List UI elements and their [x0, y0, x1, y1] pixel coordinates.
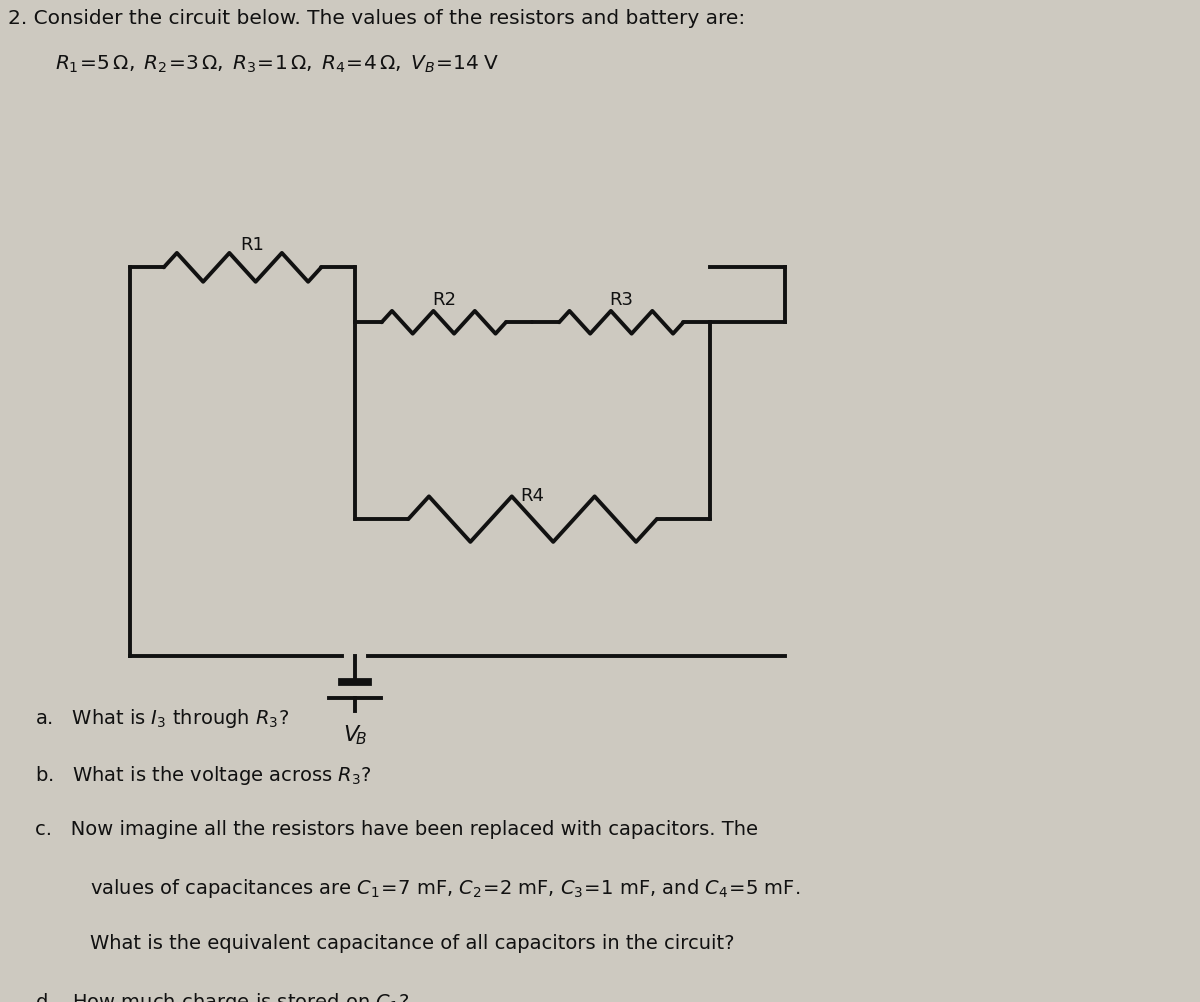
Text: b.   What is the voltage across $R_3$?: b. What is the voltage across $R_3$? [35, 764, 372, 787]
Text: What is the equivalent capacitance of all capacitors in the circuit?: What is the equivalent capacitance of al… [90, 934, 734, 953]
Text: R4: R4 [521, 487, 545, 505]
Text: R2: R2 [432, 291, 456, 309]
Text: R3: R3 [610, 291, 634, 309]
Text: R1: R1 [240, 235, 264, 254]
Text: $R_1\!=\!5\,\Omega,\; R_2\!=\!3\,\Omega,\; R_3\!=\!1\,\Omega,\; R_4\!=\!4\,\Omeg: $R_1\!=\!5\,\Omega,\; R_2\!=\!3\,\Omega,… [55, 54, 499, 75]
Text: 2. Consider the circuit below. The values of the resistors and battery are:: 2. Consider the circuit below. The value… [8, 9, 745, 28]
Text: a.   What is $I_3$ through $R_3$?: a. What is $I_3$ through $R_3$? [35, 706, 289, 729]
Text: c.   Now imagine all the resistors have been replaced with capacitors. The: c. Now imagine all the resistors have be… [35, 821, 758, 840]
Text: d.   How much charge is stored on $C_1$?: d. How much charge is stored on $C_1$? [35, 991, 409, 1002]
Text: $V_{\!B}$: $V_{\!B}$ [343, 723, 367, 746]
Text: values of capacitances are $C_1\!=\!7$ mF, $C_2\!=\!2$ mF, $C_3\!=\!1$ mF, and $: values of capacitances are $C_1\!=\!7$ m… [90, 877, 800, 900]
